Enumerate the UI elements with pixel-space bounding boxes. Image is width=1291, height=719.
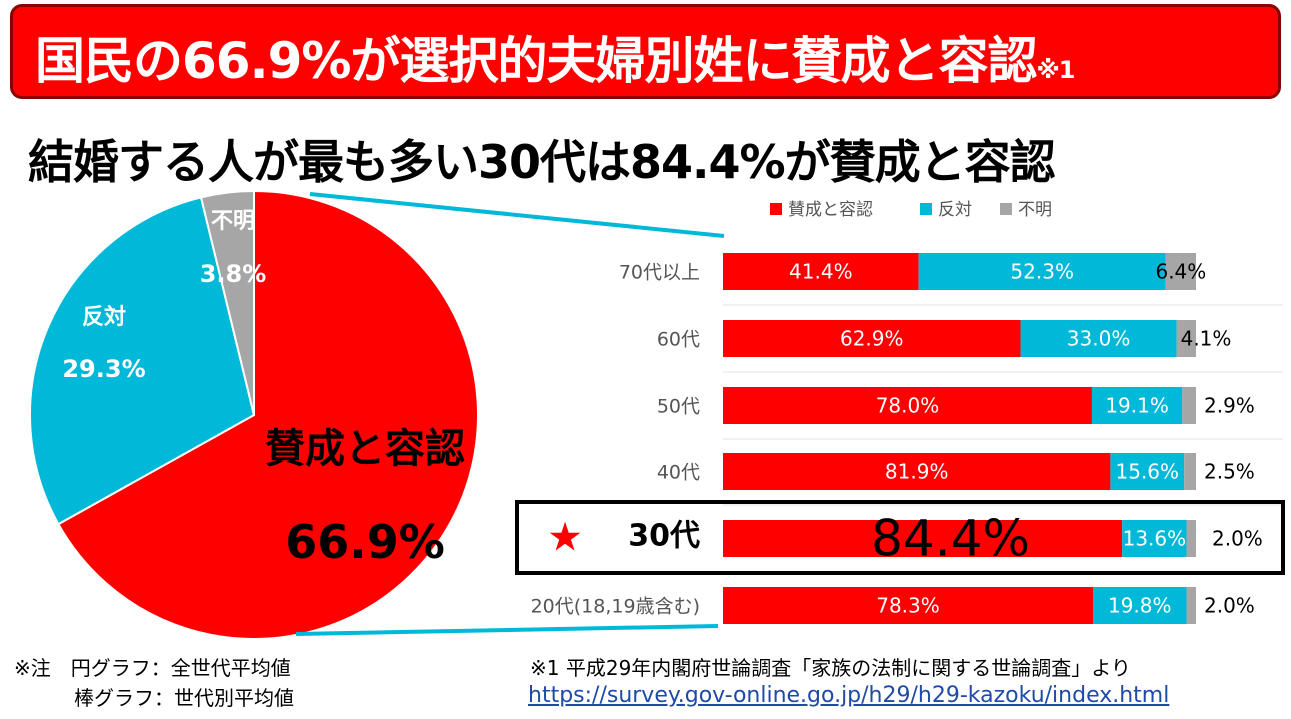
data-label-approve: 41.4% bbox=[789, 260, 853, 284]
bar-segment-approve bbox=[723, 253, 919, 290]
data-label-unknown: 2.9% bbox=[1204, 394, 1255, 418]
legend-swatch-unknown bbox=[1000, 203, 1012, 215]
bar-segment-approve bbox=[723, 587, 1093, 624]
data-label-approve: 81.9% bbox=[885, 460, 949, 484]
note-pie: ※注 円グラフ：全世代平均値 bbox=[14, 656, 291, 680]
data-label-approve: 78.0% bbox=[876, 394, 940, 418]
bar-segment-approve bbox=[723, 453, 1111, 490]
bar-segment-oppose bbox=[918, 253, 1166, 290]
data-label-oppose: 19.1% bbox=[1105, 394, 1169, 418]
legend-label-unknown: 不明 bbox=[1018, 200, 1052, 220]
pie-label-approve: 賛成と容認 bbox=[265, 426, 465, 472]
stacked-bar-chart: 70代以上 41.4% 52.3% 6.4% 60代 62.9% 33.0% 4.1% 50代 7… bbox=[515, 253, 1285, 624]
category-label: 20代(18,19歳含む) bbox=[531, 596, 700, 618]
legend-swatch-approve bbox=[770, 203, 782, 215]
pie-slice-unknown bbox=[199, 189, 255, 416]
data-label-oppose: 13.6% bbox=[1123, 527, 1187, 551]
highlight-box bbox=[515, 500, 1285, 575]
data-label-oppose: 15.6% bbox=[1116, 460, 1180, 484]
bar-segment-approve bbox=[723, 387, 1092, 424]
bar-segment-oppose bbox=[1091, 387, 1183, 424]
data-label-oppose: 33.0% bbox=[1067, 327, 1131, 351]
legend-label-oppose: 反対 bbox=[938, 200, 972, 220]
data-label-unknown: 6.4% bbox=[1155, 260, 1206, 284]
category-label: 70代以上 bbox=[619, 262, 700, 284]
pie-label-unknown: 不明 bbox=[211, 209, 255, 234]
source-link[interactable]: https://survey.gov-online.go.jp/h29/h29-… bbox=[528, 683, 1170, 708]
bar-segment-oppose bbox=[1092, 587, 1187, 624]
pie-label-oppose: 反対 bbox=[82, 305, 126, 330]
data-label-unknown: 2.0% bbox=[1204, 594, 1255, 618]
bar-legend: 賛成と容認 反対 不明 bbox=[770, 200, 1052, 220]
bar-segment-unknown bbox=[1182, 387, 1196, 424]
bar-segment-approve bbox=[723, 520, 1123, 557]
bar-segment-oppose bbox=[1020, 320, 1177, 357]
bar-segment-oppose bbox=[1122, 520, 1187, 557]
legend-swatch-oppose bbox=[920, 203, 932, 215]
category-label: 40代 bbox=[657, 462, 700, 484]
bar-segment-unknown bbox=[1186, 587, 1196, 624]
connector-top bbox=[309, 192, 725, 238]
bar-segment-unknown bbox=[1184, 453, 1196, 490]
note-bar: 棒グラフ：世代別平均値 bbox=[14, 686, 294, 710]
category-label: 30代 bbox=[628, 519, 700, 554]
pie-value-unknown: 3.8% bbox=[200, 260, 267, 288]
page-subtitle: 結婚する人が最も多い30代は84.4%が賛成と容認 bbox=[28, 135, 1056, 189]
data-label-unknown: 2.0% bbox=[1212, 527, 1263, 551]
data-label-approve: 62.9% bbox=[840, 327, 904, 351]
legend-label-approve: 賛成と容認 bbox=[788, 200, 873, 220]
data-label-approve: 84.4% bbox=[871, 510, 1030, 568]
connector-bottom bbox=[295, 624, 719, 636]
page-title: 国民の66.9%が選択的夫婦別姓に賛成と容認※1 bbox=[35, 32, 1076, 90]
pie-value-approve: 66.9% bbox=[285, 515, 445, 569]
data-label-oppose: 52.3% bbox=[1010, 260, 1074, 284]
highlight-star-icon: ★ bbox=[547, 515, 583, 561]
bar-segment-approve bbox=[723, 320, 1021, 357]
pie-value-oppose: 29.3% bbox=[62, 355, 145, 383]
data-label-approve: 78.3% bbox=[876, 594, 940, 618]
bar-segment-unknown bbox=[1176, 320, 1196, 357]
pie-slice-oppose bbox=[29, 196, 256, 526]
bar-segment-unknown bbox=[1186, 520, 1196, 557]
category-label: 60代 bbox=[657, 329, 700, 351]
data-label-unknown: 2.5% bbox=[1204, 460, 1255, 484]
title-footnote-mark: ※1 bbox=[1036, 56, 1075, 84]
data-label-unknown: 4.1% bbox=[1181, 327, 1232, 351]
category-label: 50代 bbox=[657, 396, 700, 418]
bar-segment-unknown bbox=[1165, 253, 1196, 290]
pie-bar-connectors bbox=[295, 192, 725, 636]
source-note: ※1 平成29年内閣府世論調査「家族の法制に関する世論調査」より bbox=[530, 656, 1131, 680]
bar-segment-oppose bbox=[1110, 453, 1185, 490]
pie-slice-approve bbox=[57, 189, 479, 640]
title-banner: 国民の66.9%が選択的夫婦別姓に賛成と容認※1 bbox=[10, 4, 1281, 99]
pie-labels: 賛成と容認 66.9% 反対 29.3% 不明 3.8% bbox=[62, 209, 465, 569]
data-label-oppose: 19.8% bbox=[1108, 594, 1172, 618]
pie-chart bbox=[29, 189, 479, 640]
